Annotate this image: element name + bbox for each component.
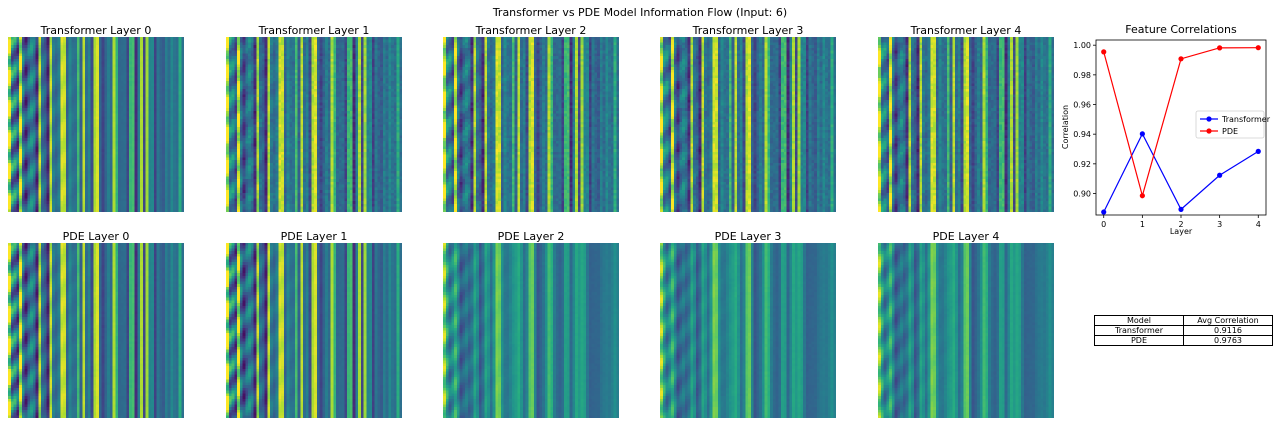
transformer-layer-1-title: Transformer Layer 1 <box>258 24 370 37</box>
x-tick-label: 1 <box>1140 220 1145 229</box>
data-point-transformer <box>1101 209 1107 215</box>
y-axis: 0.90 0.92 0.94 0.96 0.98 1.00 <box>1073 41 1096 198</box>
y-tick-label: 1.00 <box>1073 41 1091 50</box>
transformer-layer-4-heatmap <box>878 37 1054 212</box>
pde-layer-3-title: PDE Layer 3 <box>714 230 782 243</box>
series-line-transformer <box>1103 132 1259 213</box>
table-row: PDE 0.9763 <box>1094 335 1273 346</box>
transformer-layer-4-title: Transformer Layer 4 <box>910 24 1022 37</box>
data-point-transformer <box>1217 172 1223 178</box>
pde-layer-4-title: PDE Layer 4 <box>932 230 1000 243</box>
header-model: Model <box>1094 315 1184 326</box>
pde-layer-0-title: PDE Layer 0 <box>62 230 130 243</box>
legend-marker-transformer <box>1206 116 1212 122</box>
summary-header-row: Model Avg Correlation <box>1094 315 1273 326</box>
transformer-layer-3-heatmap <box>660 37 836 212</box>
legend-label-transformer: Transformer <box>1221 115 1271 124</box>
transformer-layer-0-heatmap <box>8 37 184 212</box>
y-tick-label: 0.90 <box>1073 189 1091 198</box>
data-point-transformer <box>1255 148 1261 154</box>
pde-layer-0-heatmap <box>8 243 184 418</box>
data-point-transformer <box>1139 131 1145 137</box>
header-avg-correlation: Avg Correlation <box>1183 315 1273 326</box>
pde-layer-2-title: PDE Layer 2 <box>497 230 565 243</box>
x-tick-label: 4 <box>1256 220 1261 229</box>
legend-label-pde: PDE <box>1222 127 1238 136</box>
x-axis: 0 1 2 3 4 <box>1101 215 1261 229</box>
row-model-pde: PDE <box>1094 335 1184 346</box>
x-axis-label: Layer <box>1170 227 1193 236</box>
pde-layer-1-heatmap <box>226 243 402 418</box>
row-value-pde: 0.9763 <box>1183 335 1273 346</box>
transformer-layer-3-title: Transformer Layer 3 <box>692 24 804 37</box>
y-tick-label: 0.94 <box>1073 130 1091 139</box>
transformer-layer-2-heatmap <box>443 37 619 212</box>
data-point-pde <box>1101 49 1107 55</box>
row-value-transformer: 0.9116 <box>1183 325 1273 336</box>
data-point-pde <box>1255 45 1261 51</box>
legend-marker-pde <box>1206 128 1212 134</box>
data-point-pde <box>1178 56 1184 62</box>
summary-table: Model Avg Correlation Transformer 0.9116… <box>1094 315 1273 346</box>
y-tick-label: 0.92 <box>1073 160 1091 169</box>
transformer-layer-0-title: Transformer Layer 0 <box>40 24 152 37</box>
data-point-pde <box>1139 193 1145 199</box>
y-tick-label: 0.96 <box>1073 101 1091 110</box>
x-tick-label: 0 <box>1101 220 1106 229</box>
table-row: Transformer 0.9116 <box>1094 325 1273 336</box>
row-model-transformer: Transformer <box>1094 325 1184 336</box>
pde-layer-3-heatmap <box>660 243 836 418</box>
data-point-transformer <box>1178 206 1184 212</box>
transformer-layer-1-heatmap <box>226 37 402 212</box>
x-tick-label: 2 <box>1178 220 1183 229</box>
y-tick-label: 0.98 <box>1073 71 1091 80</box>
transformer-layer-2-title: Transformer Layer 2 <box>475 24 587 37</box>
pde-layer-1-title: PDE Layer 1 <box>280 230 348 243</box>
pde-layer-2-heatmap <box>443 243 619 418</box>
figure-title: Transformer vs PDE Model Information Flo… <box>492 6 788 19</box>
legend: Transformer PDE <box>1195 110 1271 139</box>
series-layer <box>1101 45 1261 215</box>
pde-layer-4-heatmap <box>878 243 1054 418</box>
y-axis-label: Correlation <box>1061 105 1070 149</box>
data-point-pde <box>1217 45 1223 51</box>
x-tick-label: 3 <box>1217 220 1222 229</box>
chart-title: Feature Correlations <box>1125 23 1237 36</box>
feature-correlation-chart: Feature Correlations 0.900.920.940.960.9… <box>1061 23 1271 236</box>
